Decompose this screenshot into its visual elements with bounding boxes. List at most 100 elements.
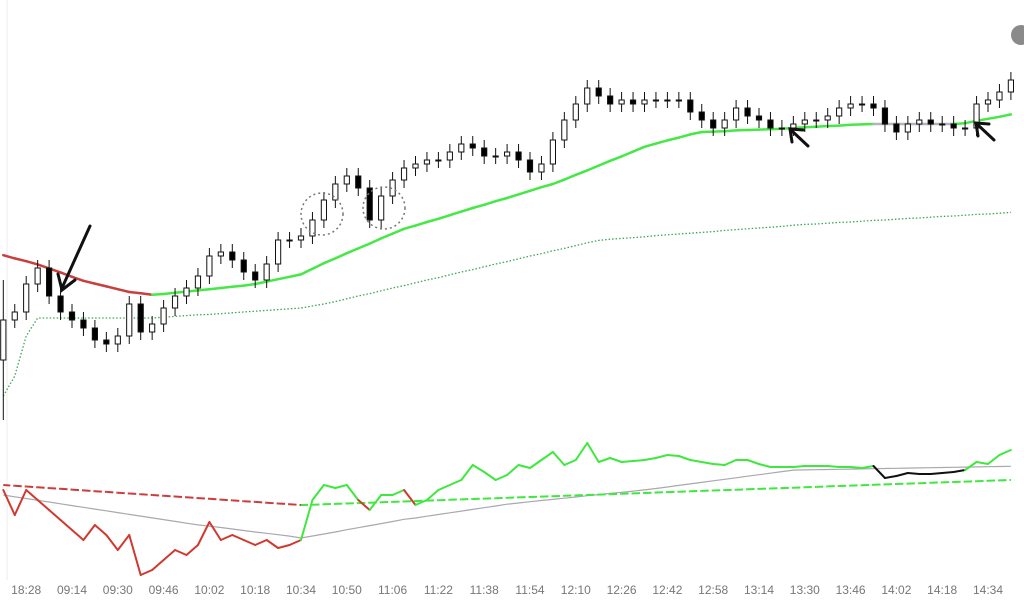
candle-body (171, 295, 179, 309)
arrow-head (974, 121, 991, 138)
oscillator-segment (826, 465, 841, 468)
oscillator-segment (403, 489, 417, 506)
x-tick-label: 14:02 (881, 583, 911, 597)
candle-body (549, 139, 556, 165)
candle-body (721, 119, 728, 129)
slow-line-segment (289, 503, 302, 506)
arrow-head (56, 272, 77, 293)
oscillator-segment (792, 465, 806, 468)
moving-average-segment (482, 199, 497, 207)
candle-body (252, 271, 259, 281)
oscillator-segment (25, 489, 39, 501)
oscillator-segment (208, 521, 222, 541)
candle-body (103, 339, 110, 345)
moving-average-segment (414, 220, 429, 227)
slow-line-segment (163, 494, 176, 498)
candle-body (412, 163, 419, 169)
candle-body (46, 267, 53, 297)
slow-line-segment (255, 500, 267, 504)
x-tick-label: 11:06 (378, 583, 407, 597)
moving-average-segment (986, 115, 1001, 121)
moving-average-segment (24, 259, 39, 266)
oscillator-segment (551, 451, 566, 466)
candle-body (927, 119, 934, 125)
candle-body (733, 107, 740, 121)
oscillator-segment (643, 457, 657, 461)
oscillator-segment (677, 455, 692, 461)
oscillator-segment (437, 484, 451, 491)
candle-body (618, 99, 625, 105)
slow-line-segment (278, 502, 290, 506)
slow-line-segment (186, 496, 199, 500)
oscillator-segment (517, 464, 531, 469)
candle-body (160, 307, 167, 325)
candle-body (572, 103, 579, 121)
corner-button[interactable] (1011, 25, 1024, 45)
oscillator-segment (563, 459, 577, 466)
oscillator-segment (952, 469, 967, 473)
oscillator-segment (620, 460, 635, 463)
overlay-layer (2, 113, 1013, 397)
moving-average-segment (586, 164, 600, 172)
oscillator-segment (48, 509, 62, 521)
oscillator-segment (998, 449, 1012, 456)
slow-line-segment (3, 484, 15, 487)
candle-body (607, 95, 614, 105)
candle-body (664, 99, 671, 102)
candle-body (23, 283, 30, 313)
moving-average-segment (311, 261, 326, 271)
oscillator-segment (506, 464, 520, 476)
oscillator-segment (460, 464, 474, 481)
candle-body (378, 195, 385, 221)
moving-average-segment (437, 213, 452, 221)
slow-line-segment (71, 488, 84, 492)
slow-line-segment (14, 484, 27, 488)
candle-body (710, 119, 717, 129)
oscillator-segment (941, 471, 955, 474)
candle-body (641, 99, 648, 105)
candle-body (263, 263, 270, 281)
oscillator-segment (632, 459, 646, 462)
oscillator-segment (311, 484, 325, 501)
candle-body (561, 119, 568, 141)
moving-average-segment (93, 282, 108, 288)
candle-body (492, 155, 499, 158)
candle-body (458, 143, 465, 153)
oscillator-segment (689, 459, 703, 463)
slow-line-segment (243, 500, 256, 503)
slow-line-segment (174, 495, 187, 499)
moving-average-segment (654, 139, 669, 145)
moving-average-segment (70, 275, 85, 283)
moving-average-segment (368, 237, 383, 245)
oscillator-segment (666, 454, 680, 457)
oscillator-segment (82, 524, 96, 541)
oscillator-segment (529, 459, 543, 469)
oscillator-segment (357, 499, 371, 511)
moving-average-segment (231, 284, 245, 289)
candle-body (1007, 79, 1014, 93)
x-tick-label: 09:14 (57, 583, 87, 597)
oscillator-segment (883, 475, 898, 479)
candle-body (939, 123, 946, 126)
moving-average-segment (666, 136, 681, 142)
signal-line (3, 465, 1011, 539)
candle-body (400, 167, 408, 181)
moving-average-segment (620, 150, 635, 158)
oscillator-segment (861, 465, 875, 469)
x-tick-label: 11:38 (470, 583, 499, 597)
x-tick-label: 13:46 (836, 583, 866, 597)
oscillator-segment (139, 569, 154, 576)
candle-body (904, 123, 911, 133)
candle-body (183, 287, 190, 297)
oscillator-segment (895, 472, 909, 477)
candle-body (824, 115, 831, 121)
slow-line-segment (415, 499, 427, 503)
oscillator-segment (471, 464, 486, 473)
oscillator-segment (425, 489, 440, 501)
candle-body (423, 159, 431, 165)
oscillator-segment (654, 454, 669, 459)
oscillator-segment (185, 544, 199, 556)
candle-body (91, 327, 99, 341)
candle-body (836, 107, 843, 117)
x-tick-label: 09:46 (149, 583, 179, 597)
